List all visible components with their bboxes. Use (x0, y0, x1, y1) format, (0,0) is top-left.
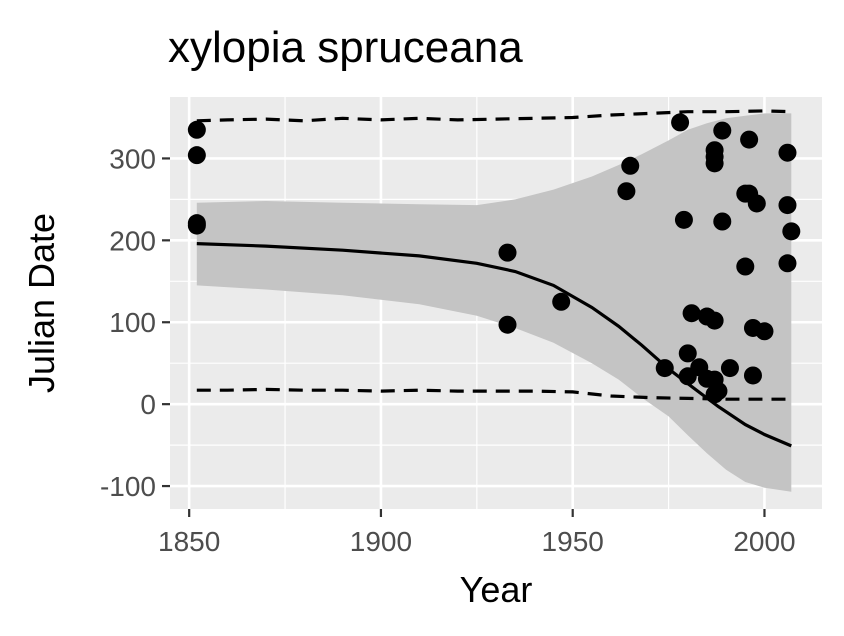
data-point (498, 315, 517, 334)
data-point (778, 196, 797, 215)
chart-title: xylopia spruceana (168, 23, 523, 72)
data-point (778, 143, 797, 162)
fit-line (196, 242, 792, 448)
data-point (674, 210, 693, 229)
data-point (709, 382, 728, 401)
data-point (705, 154, 724, 173)
data-point (187, 146, 206, 165)
y-tick-label: 0 (140, 389, 156, 420)
data-point (713, 212, 732, 231)
upper-bound-dashed-line (196, 109, 792, 123)
x-tick-label: 1900 (350, 526, 412, 557)
y-axis-title: Julian Date (21, 213, 62, 393)
data-point (678, 344, 697, 363)
y-axis-ticks: -100 0 100 200 300 (100, 143, 170, 502)
x-tick-label: 2000 (733, 526, 795, 557)
data-point (755, 322, 774, 341)
data-point (747, 194, 766, 213)
fit-line-layer (196, 242, 792, 448)
data-point (621, 156, 640, 175)
lower-bound-dashed-line (196, 387, 792, 401)
y-tick-label: 200 (109, 225, 156, 256)
data-point (713, 121, 732, 140)
y-tick-label: 100 (109, 307, 156, 338)
data-point (743, 366, 762, 385)
x-axis-title: Year (460, 569, 533, 610)
data-point (498, 243, 517, 262)
data-point (187, 120, 206, 139)
data-point (682, 304, 701, 323)
bound-lines-layer (196, 109, 792, 401)
data-point (552, 292, 571, 311)
x-axis-ticks: 1850 1900 1950 2000 (158, 509, 796, 557)
data-point (705, 311, 724, 330)
data-point (740, 130, 759, 149)
y-tick-label: -100 (100, 471, 156, 502)
data-point (778, 254, 797, 273)
data-point (736, 257, 755, 276)
data-point (187, 216, 206, 235)
points-layer (187, 113, 801, 404)
data-point (671, 113, 690, 132)
x-tick-label: 1950 (542, 526, 604, 557)
x-tick-label: 1850 (158, 526, 220, 557)
data-point (617, 182, 636, 201)
data-point (655, 359, 674, 378)
data-point (720, 359, 739, 378)
y-tick-label: 300 (109, 143, 156, 174)
data-point (782, 222, 801, 241)
